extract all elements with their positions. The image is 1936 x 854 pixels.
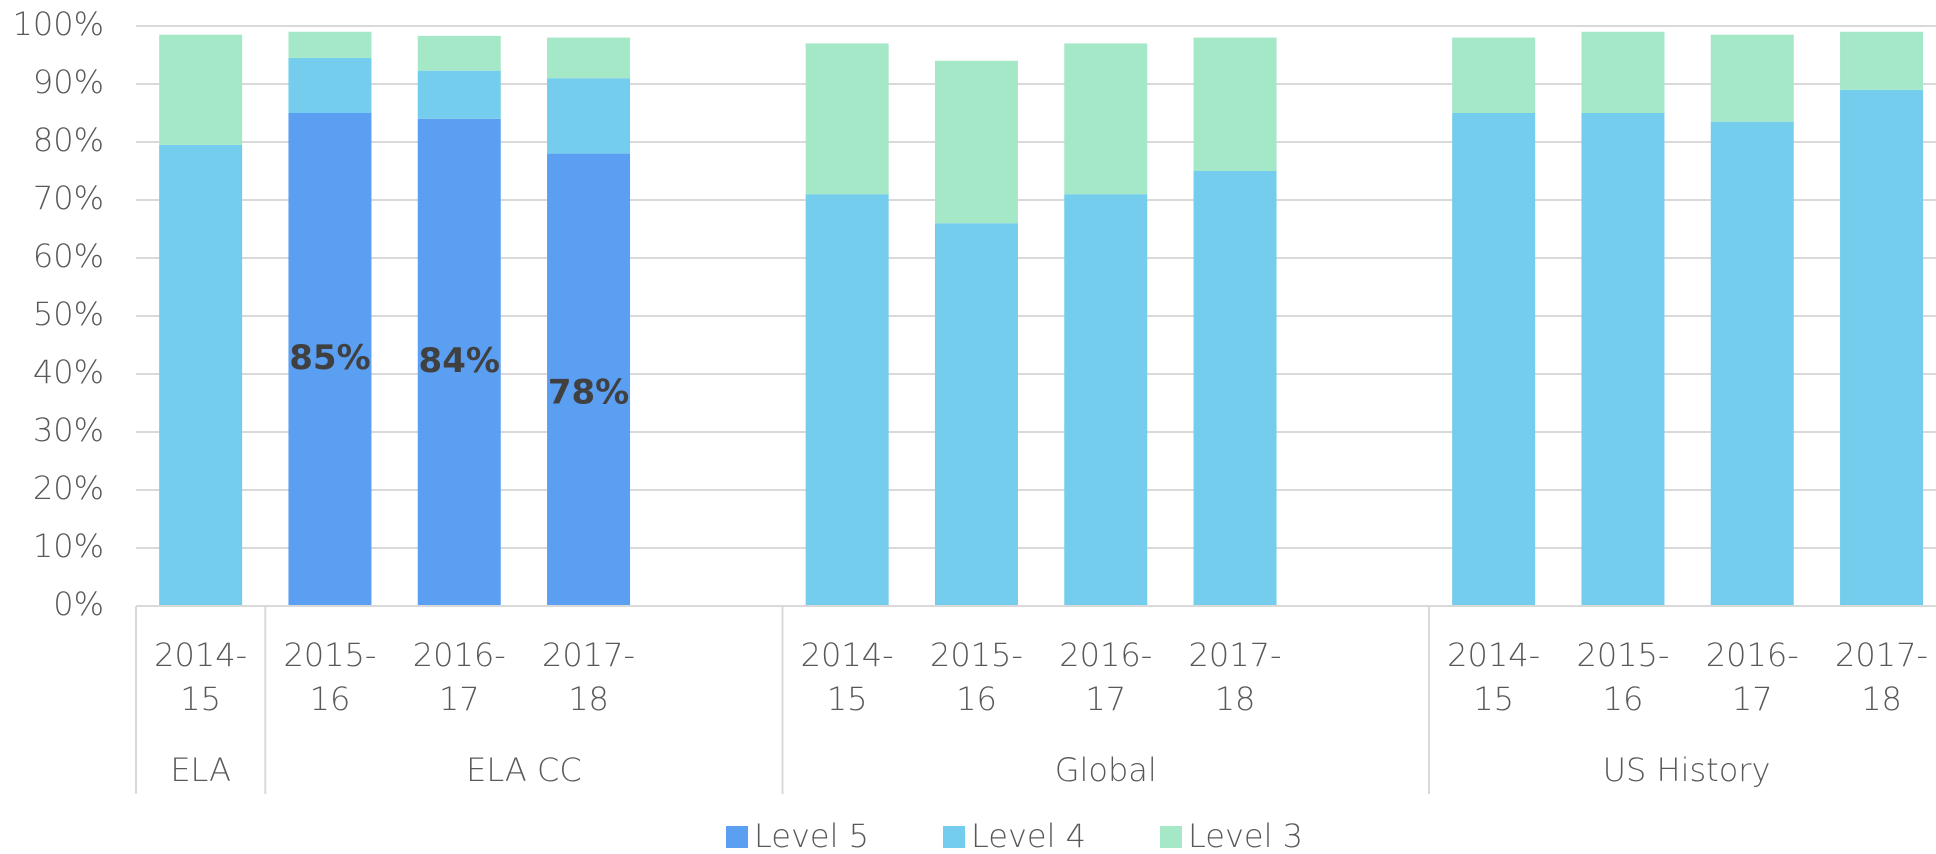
y-tick-label: 10% [33, 527, 104, 565]
group-label: US History [1603, 751, 1771, 789]
bar-segment [1452, 37, 1536, 113]
y-tick-label: 30% [33, 411, 104, 449]
bar-segment [1710, 121, 1794, 606]
x-tick-label: 2015-16 [283, 636, 376, 718]
x-tick-label: 2017-18 [1189, 636, 1282, 718]
x-tick-label: 2016-17 [1059, 636, 1152, 718]
data-label: 85% [289, 338, 370, 378]
legend-swatch [943, 826, 965, 848]
bar-segment [934, 60, 1018, 224]
bar-segment [1581, 113, 1665, 606]
x-tick-label: 2017-18 [542, 636, 635, 718]
y-tick-label: 60% [33, 237, 104, 275]
y-tick-label: 80% [33, 121, 104, 159]
legend-swatch [1160, 826, 1182, 848]
bar-segment [1710, 34, 1794, 122]
group-label: ELA [170, 751, 231, 789]
x-tick-label: 2016-17 [413, 636, 506, 718]
bar-segment [547, 153, 631, 606]
bar-segment [1581, 31, 1665, 113]
data-label: 78% [548, 372, 629, 412]
legend-label: Level 5 [754, 817, 869, 854]
x-tick-label: 2014-15 [154, 636, 247, 718]
bar-segment [934, 223, 1018, 606]
y-tick-label: 40% [33, 353, 104, 391]
bar-segment [288, 113, 372, 606]
x-tick-label: 2017-18 [1835, 636, 1928, 718]
y-tick-label: 50% [33, 295, 104, 333]
bar-segment [805, 194, 889, 606]
x-tick-label: 2015-16 [930, 636, 1023, 718]
y-tick-label: 70% [33, 179, 104, 217]
bar-segment [1064, 194, 1148, 606]
x-tick-label: 2014-15 [801, 636, 894, 718]
legend-label: Level 4 [971, 817, 1086, 854]
bar-segment [1193, 171, 1277, 606]
x-tick-label: 2014-15 [1447, 636, 1540, 718]
y-tick-label: 90% [33, 63, 104, 101]
bar-segment [417, 118, 501, 607]
legend-label: Level 3 [1188, 817, 1303, 854]
group-label: Global [1055, 751, 1157, 789]
bar-segment [417, 70, 501, 119]
y-tick-label: 100% [13, 5, 104, 43]
bar-segment [547, 37, 631, 79]
bar-segment [1193, 37, 1277, 171]
bar-segment [417, 35, 501, 71]
bar-segment [1452, 113, 1536, 606]
group-label: ELA CC [466, 751, 582, 789]
bar-segment [547, 78, 631, 154]
bar-segment [288, 31, 372, 58]
bar-segment [159, 144, 243, 606]
bar-segment [159, 34, 243, 145]
y-tick-label: 0% [53, 585, 104, 623]
bar-segment [805, 43, 889, 195]
legend-swatch [726, 826, 748, 848]
x-tick-label: 2015-16 [1576, 636, 1669, 718]
bar-segment [288, 57, 372, 113]
y-tick-label: 20% [33, 469, 104, 507]
bar-segment [1840, 31, 1924, 90]
bar-segment [1840, 89, 1924, 607]
bar-segment [1064, 43, 1148, 195]
x-tick-label: 2016-17 [1706, 636, 1799, 718]
data-label: 84% [419, 341, 500, 381]
